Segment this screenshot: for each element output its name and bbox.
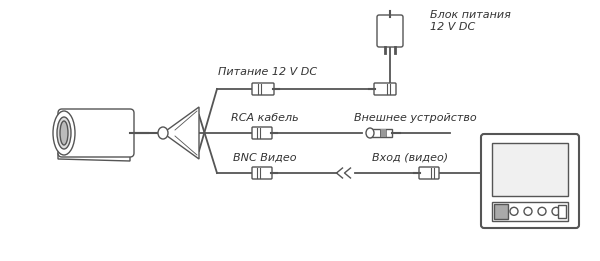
Text: BNC Видео: BNC Видео: [233, 153, 297, 163]
FancyBboxPatch shape: [252, 127, 272, 139]
Bar: [380, 129, 386, 137]
Circle shape: [538, 207, 546, 215]
FancyBboxPatch shape: [374, 83, 396, 95]
FancyBboxPatch shape: [481, 134, 579, 228]
Text: Питание 12 V DC: Питание 12 V DC: [218, 67, 317, 77]
FancyBboxPatch shape: [419, 167, 439, 179]
Bar: [494, 204, 508, 219]
Text: Вход (видео): Вход (видео): [372, 153, 448, 163]
FancyBboxPatch shape: [58, 109, 134, 157]
Text: Внешнее устройство: Внешнее устройство: [353, 113, 476, 123]
Circle shape: [510, 207, 518, 215]
Polygon shape: [163, 107, 199, 159]
Ellipse shape: [53, 111, 75, 155]
Circle shape: [552, 207, 560, 215]
FancyBboxPatch shape: [252, 83, 274, 95]
Circle shape: [524, 207, 532, 215]
Bar: [558, 205, 566, 218]
Text: Блок питания
12 V DC: Блок питания 12 V DC: [430, 10, 511, 32]
Ellipse shape: [60, 121, 68, 145]
Ellipse shape: [158, 127, 168, 139]
Bar: [492, 143, 568, 196]
Ellipse shape: [366, 128, 374, 138]
Polygon shape: [58, 153, 130, 161]
Ellipse shape: [57, 117, 71, 149]
Bar: [370, 129, 392, 137]
Bar: [492, 202, 568, 221]
Text: RCA кабель: RCA кабель: [231, 113, 299, 123]
FancyBboxPatch shape: [252, 167, 272, 179]
FancyBboxPatch shape: [377, 15, 403, 47]
